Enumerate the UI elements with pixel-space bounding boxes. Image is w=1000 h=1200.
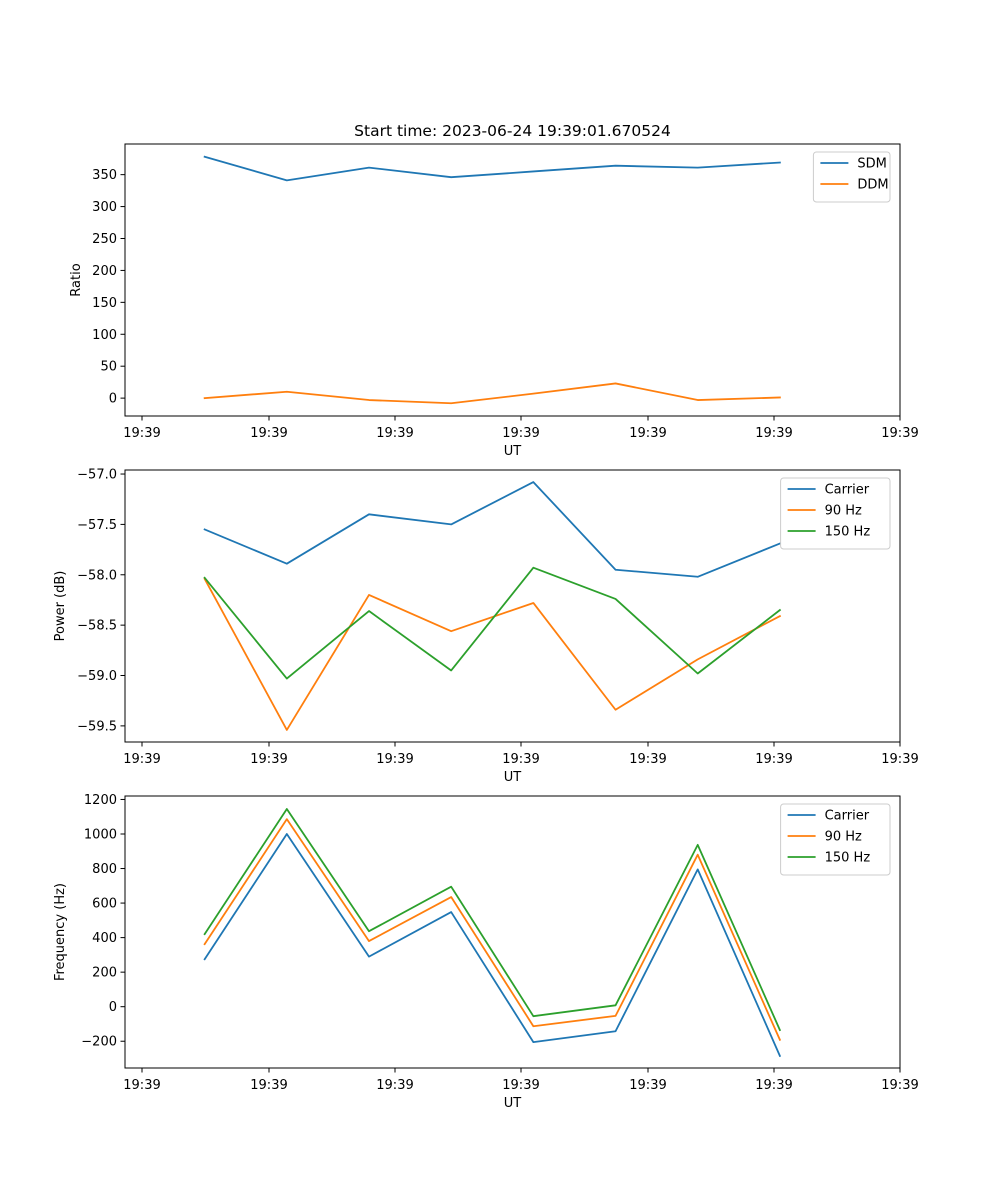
y-tick-label: 200 [92, 264, 117, 279]
x-tick-label: 19:39 [123, 426, 160, 441]
y-tick-label: 250 [92, 232, 117, 247]
x-axis-label: UT [504, 444, 522, 459]
y-tick-label: 400 [92, 931, 117, 946]
legend: SDM DDM [812, 151, 891, 203]
plot-frame [124, 143, 901, 417]
series-line-carrier [203, 481, 782, 578]
subplot-3: 19:39 19:39 19:39 19:39 19:39 19:39 19:39 −200 0… [53, 793, 919, 1111]
series-line-carrier [203, 833, 782, 1058]
plot-frame [124, 469, 901, 743]
subplot-1: Start time: 2023-06-24 19:39:01.670524 19… [69, 122, 919, 459]
y-tick-label: 600 [92, 897, 117, 912]
y-axis-label: Frequency (Hz) [53, 883, 68, 981]
legend-box [812, 151, 891, 203]
x-tick-label: 19:39 [250, 1078, 287, 1093]
x-tick-label: 19:39 [250, 752, 287, 767]
legend-label: 150 Hz [825, 851, 871, 866]
series-line-ddm [203, 382, 781, 405]
x-tick-label: 19:39 [376, 752, 413, 767]
x-tick-label: 19:39 [629, 752, 666, 767]
y-tick-label: 1200 [84, 793, 117, 808]
subplot-2: 19:39 19:39 19:39 19:39 19:39 19:39 19:39 −59.5… [53, 468, 919, 785]
x-tick-label: 19:39 [881, 1078, 918, 1093]
y-tick-label: 50 [100, 360, 117, 375]
series-line-90-hz [203, 577, 782, 731]
legend-label: SDM [857, 157, 886, 172]
x-tick-label: 19:39 [881, 752, 918, 767]
series-line-150-hz [203, 566, 782, 680]
y-tick-label: 0 [109, 1000, 117, 1015]
legend-label: DDM [857, 178, 888, 193]
y-tick-label: 1000 [84, 827, 117, 842]
legend-label: 150 Hz [825, 525, 871, 540]
legend: Carrier 90 Hz 150 Hz [780, 477, 891, 550]
x-tick-label: 19:39 [881, 426, 918, 441]
y-tick-label: −59.5 [77, 719, 117, 734]
y-tick-label: 350 [92, 168, 117, 183]
legend: Carrier 90 Hz 150 Hz [780, 803, 891, 876]
y-tick-label: −59.0 [77, 669, 117, 684]
x-axis-label: UT [504, 1096, 522, 1111]
x-tick-label: 19:39 [502, 426, 539, 441]
legend-label: Carrier [825, 483, 870, 498]
y-axis-label: Ratio [69, 263, 84, 296]
y-tick-label: −57.5 [77, 518, 117, 533]
x-tick-label: 19:39 [376, 426, 413, 441]
x-tick-label: 19:39 [502, 1078, 539, 1093]
legend-label: 90 Hz [825, 830, 862, 845]
y-tick-label: 800 [92, 862, 117, 877]
y-tick-label: −57.0 [77, 468, 117, 483]
y-tick-label: 100 [92, 328, 117, 343]
y-tick-label: −200 [81, 1035, 117, 1050]
chart-title: Start time: 2023-06-24 19:39:01.670524 [354, 122, 671, 140]
y-tick-label: −58.0 [77, 568, 117, 583]
x-tick-label: 19:39 [376, 1078, 413, 1093]
y-tick-label: 0 [109, 392, 117, 407]
y-tick-label: 200 [92, 966, 117, 981]
x-axis-label: UT [504, 770, 522, 785]
x-tick-label: 19:39 [502, 752, 539, 767]
legend-label: Carrier [825, 809, 870, 824]
x-tick-label: 19:39 [755, 752, 792, 767]
series-line-90-hz [203, 818, 782, 1042]
plot-frame [124, 795, 901, 1069]
y-tick-label: 300 [92, 200, 117, 215]
y-tick-label: −58.5 [77, 619, 117, 634]
x-tick-label: 19:39 [755, 426, 792, 441]
x-tick-label: 19:39 [123, 752, 160, 767]
x-tick-label: 19:39 [123, 1078, 160, 1093]
x-tick-label: 19:39 [629, 426, 666, 441]
series-line-sdm [203, 155, 781, 182]
legend-label: 90 Hz [825, 504, 862, 519]
y-axis-label: Power (dB) [53, 571, 68, 642]
series-line-150-hz [203, 808, 782, 1032]
x-tick-label: 19:39 [250, 426, 287, 441]
x-tick-label: 19:39 [629, 1078, 666, 1093]
x-tick-label: 19:39 [755, 1078, 792, 1093]
y-tick-label: 150 [92, 296, 117, 311]
